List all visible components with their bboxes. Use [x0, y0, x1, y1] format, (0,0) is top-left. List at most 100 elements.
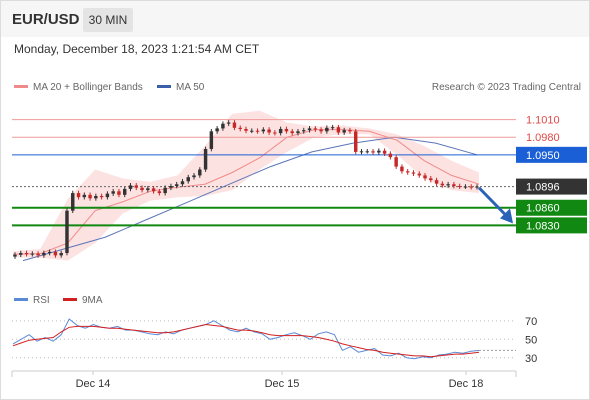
candle-body [186, 177, 190, 182]
candle-body [76, 193, 81, 198]
level-label-1.0860: 1.0860 [526, 203, 560, 215]
rsi-tick-70: 70 [525, 316, 537, 328]
candle-body [417, 173, 421, 176]
rsi-tick-50: 50 [525, 334, 537, 346]
rsi-legend-swatch [14, 298, 28, 301]
x-tick-label-Dec-15: Dec 15 [265, 378, 300, 390]
candle-body [53, 251, 58, 256]
candlestick-series [13, 120, 479, 259]
candle-body [267, 129, 271, 133]
candle-body [13, 254, 17, 257]
candle-body [388, 153, 393, 158]
candle-body [19, 253, 23, 255]
candle-body [423, 175, 427, 179]
ma50-legend-swatch [157, 85, 171, 88]
candle-body [180, 181, 185, 185]
copyright-text: Research © 2023 Trading Central [432, 82, 581, 93]
candle-body [30, 253, 35, 255]
x-tick-label-Dec-14: Dec 14 [76, 378, 111, 390]
bb-legend-swatch [14, 85, 28, 88]
candle-body [411, 172, 416, 174]
timeframe-button[interactable]: 30 MIN [83, 8, 133, 32]
candle-body [307, 128, 312, 131]
candle-body [353, 131, 358, 152]
candle-body [336, 127, 341, 133]
candle-body [71, 193, 75, 211]
bollinger-mid-line [12, 129, 480, 255]
rsi-ma-line [12, 323, 480, 358]
candle-body [82, 194, 87, 198]
candle-body [244, 128, 248, 131]
candle-body [232, 122, 237, 128]
candle-body [463, 186, 468, 188]
rsi-legend-label: RSI [33, 295, 50, 306]
candle-body [105, 193, 110, 198]
candle-body [382, 150, 387, 154]
rsi-line [12, 318, 480, 360]
rsi-tick-30: 30 [525, 353, 537, 365]
candle-body [290, 131, 294, 134]
candle-body [203, 148, 208, 170]
level-tag-1.0830 [516, 217, 587, 234]
candle-body [169, 185, 173, 188]
x-axis-ticks: Dec 14 Dec 15 Dec 18 [11, 371, 517, 390]
bb-legend-label: MA 20 + Bollinger Bands [33, 82, 143, 93]
candle-body [215, 128, 219, 132]
candle-body [371, 151, 375, 153]
candle-body [313, 128, 318, 130]
candle-body [146, 188, 150, 191]
candle-body [365, 151, 370, 153]
candle-body [348, 130, 352, 132]
bollinger-band-area [13, 110, 479, 261]
candle-body [330, 127, 335, 129]
candle-body [278, 128, 283, 134]
candle-body [134, 185, 139, 188]
candle-body [475, 186, 479, 188]
ma9-legend-swatch [63, 298, 77, 301]
candle-body [65, 210, 69, 254]
level-label-1.1010: 1.1010 [526, 115, 560, 127]
candle-body [440, 183, 445, 186]
level-label-1.0830: 1.0830 [526, 220, 560, 232]
candle-body [452, 184, 456, 186]
candle-body [192, 175, 196, 178]
level-label-1.0896: 1.0896 [526, 182, 560, 194]
candle-body [42, 253, 46, 256]
candle-body [94, 195, 98, 199]
x-tick-label-Dec-18: Dec 18 [449, 378, 484, 390]
candle-body [446, 184, 450, 186]
candle-body [457, 185, 462, 187]
candle-body [394, 157, 398, 167]
candle-body [24, 253, 29, 255]
candle-body [296, 131, 300, 134]
candle-body [226, 122, 231, 124]
candle-body [140, 187, 144, 191]
candle-body [47, 251, 52, 254]
candle-body [325, 127, 329, 132]
candle-body [117, 191, 121, 195]
candle-body [238, 127, 242, 129]
candle-body [128, 185, 133, 189]
level-tag-1.0860 [516, 199, 587, 216]
candle-body [59, 253, 63, 256]
candle-body [221, 123, 225, 129]
candle-body [261, 129, 266, 132]
candle-body [88, 194, 92, 199]
top-bar: EUR/USD 30 MIN [1, 1, 589, 37]
level-tag-1.0896 [516, 178, 587, 195]
candle-body [400, 166, 404, 172]
candle-body [273, 132, 277, 134]
candle-body [434, 180, 439, 184]
candle-body [174, 184, 179, 186]
candle-body [250, 130, 254, 132]
candle-body [209, 131, 214, 149]
candle-body [255, 130, 260, 132]
candle-body [122, 188, 127, 195]
candle-body [319, 129, 323, 132]
candle-body [198, 169, 202, 176]
candle-body [284, 128, 289, 132]
candle-body [405, 171, 410, 173]
ma9-legend-label: 9MA [82, 295, 103, 306]
level-label-1.0950: 1.0950 [526, 150, 560, 162]
